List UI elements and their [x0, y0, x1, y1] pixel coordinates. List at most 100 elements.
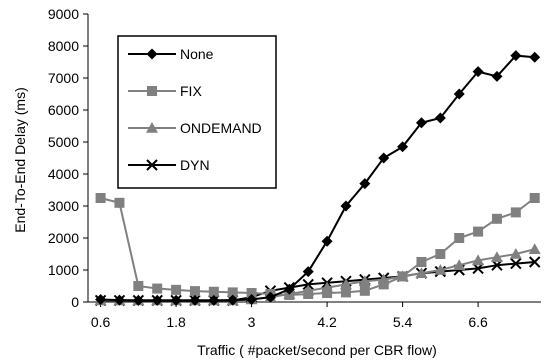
data-point-none [208, 294, 220, 306]
data-point-fix [359, 285, 370, 296]
data-point-ondemand [415, 267, 428, 278]
data-point-fix [284, 289, 295, 300]
data-point-fix [378, 279, 389, 290]
legend-label: FIX [180, 83, 202, 99]
series-line-fix [100, 197, 536, 296]
data-point-fix [133, 281, 144, 291]
data-point-fix [152, 283, 163, 294]
data-point-ondemand [472, 254, 485, 266]
legend-box [117, 35, 277, 189]
x-tick-label: 4.2 [317, 314, 337, 330]
data-point-none [95, 293, 107, 305]
legend-marker [147, 86, 157, 96]
data-point-ondemand [509, 248, 522, 259]
data-point-fix [171, 284, 182, 295]
data-point-fix [189, 286, 200, 297]
data-point-none [246, 293, 258, 305]
y-tick-label: 8000 [48, 38, 79, 54]
data-point-none [491, 70, 503, 82]
x-marker-stroke [510, 257, 522, 270]
legend-item-fix: FIX [128, 83, 202, 99]
series-line-dyn [100, 261, 535, 302]
data-point-none [189, 294, 201, 306]
data-point-none [340, 200, 352, 212]
data-point-dyn [529, 256, 541, 268]
y-tick-label: 5000 [48, 134, 79, 150]
y-tick-label: 1000 [48, 262, 79, 278]
y-axis-title: End-To-End Delay (ms) [12, 87, 28, 233]
x-tick-label: 5.4 [393, 314, 413, 330]
data-point-ondemand [528, 243, 541, 254]
data-point-none [170, 294, 182, 306]
data-point-none [227, 294, 239, 306]
legend-item-dyn: DYN [128, 157, 210, 173]
data-point-fix [416, 257, 427, 267]
series-layer [94, 50, 541, 307]
legend-marker [146, 48, 158, 60]
data-point-fix [208, 286, 219, 297]
data-point-none [151, 294, 163, 306]
y-tick-label: 2000 [48, 230, 79, 246]
data-point-fix [340, 287, 351, 298]
data-point-none [283, 283, 295, 295]
x-tick-label: 3 [248, 314, 256, 330]
x-marker-stroke [529, 256, 541, 268]
data-point-fix [114, 197, 125, 208]
legend-marker [146, 159, 158, 171]
legend-item-ondemand: ONDEMAND [128, 120, 262, 136]
data-point-fix [454, 233, 465, 243]
legend-label: DYN [180, 157, 210, 173]
y-tick-label: 4000 [48, 166, 79, 182]
x-tick-label: 6.6 [468, 314, 488, 330]
data-point-fix [435, 249, 446, 259]
data-point-none [132, 294, 144, 306]
data-point-ondemand [490, 251, 503, 262]
data-point-none [415, 117, 427, 129]
data-point-fix [303, 289, 314, 299]
data-point-none [529, 51, 541, 63]
data-point-ondemand [339, 278, 352, 290]
x-axis-ticks: 0.6 1.8 3 4.2 5.4 6.6 [91, 302, 488, 330]
data-point-ondemand [453, 259, 466, 270]
y-tick-label: 9000 [48, 6, 79, 22]
data-point-dyn [302, 278, 314, 291]
data-point-fix [510, 207, 521, 218]
y-tick-label: 3000 [48, 198, 79, 214]
data-point-fix [529, 193, 540, 203]
plot-axes [87, 14, 541, 303]
y-tick-label: 6000 [48, 102, 79, 118]
y-tick-label: 7000 [48, 70, 79, 86]
data-point-none [264, 291, 276, 303]
x-tick-label: 0.6 [91, 314, 111, 330]
y-tick-label: 0 [71, 294, 79, 310]
x-axis-title: Traffic ( #packet/second per CBR flow) [197, 342, 437, 358]
data-point-none [359, 178, 371, 190]
data-point-none [321, 235, 333, 247]
x-tick-label: 1.8 [166, 314, 186, 330]
data-point-none [453, 88, 465, 100]
data-point-none [302, 266, 314, 278]
data-point-fix [473, 226, 484, 237]
legend: None FIX ONDEMAND DYN [117, 35, 277, 189]
x-marker-stroke [146, 159, 158, 171]
data-point-none [510, 50, 522, 62]
data-point-none [472, 66, 484, 78]
x-marker-stroke [302, 278, 314, 291]
data-point-dyn [510, 257, 522, 270]
legend-marker [146, 122, 158, 133]
data-point-fix [95, 193, 106, 203]
legend-item-none: None [128, 46, 214, 62]
data-point-none [397, 141, 409, 153]
data-point-none [113, 294, 125, 306]
data-point-none [378, 152, 390, 164]
data-point-ondemand [358, 275, 371, 286]
data-point-fix [322, 288, 333, 299]
data-point-fix [227, 287, 238, 298]
data-point-ondemand [434, 264, 447, 275]
y-axis-ticks: 0 1000 2000 3000 4000 5000 6000 7000 8000 9000 [48, 6, 88, 310]
legend-label: ONDEMAND [180, 120, 262, 136]
legend-label: None [180, 46, 214, 62]
data-point-fix [246, 288, 257, 299]
data-point-none [434, 112, 446, 124]
